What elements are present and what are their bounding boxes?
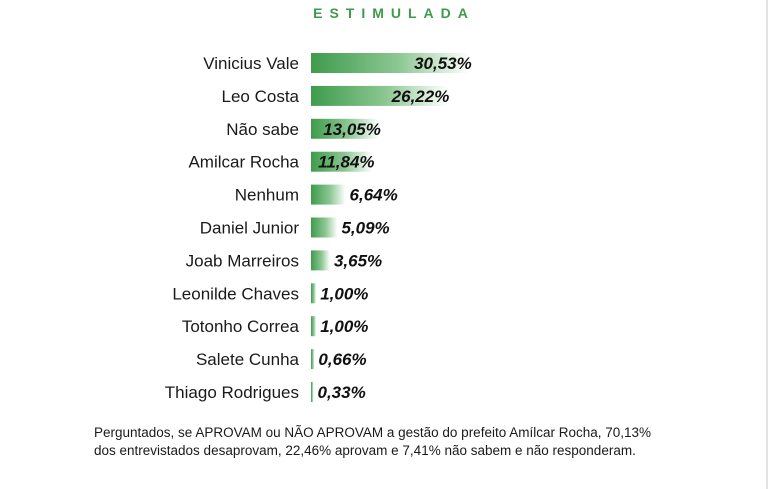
value-label: 13,05%: [323, 120, 381, 139]
category-label: Leo Costa: [222, 87, 300, 106]
category-label: Não sabe: [226, 120, 299, 139]
bar: [311, 217, 338, 238]
category-label: Leonilde Chaves: [172, 284, 299, 303]
category-label: Totonho Correa: [182, 317, 300, 336]
bar: [311, 184, 346, 205]
value-label: 0,33%: [318, 383, 366, 402]
value-label: 26,22%: [391, 87, 450, 106]
value-label: 3,65%: [334, 251, 382, 270]
value-label: 1,00%: [320, 317, 368, 336]
bar: [311, 382, 314, 402]
category-label: Thiago Rodrigues: [165, 383, 299, 402]
chart-title: ESTIMULADA: [313, 5, 475, 21]
bar: [311, 283, 317, 304]
value-label: 5,09%: [341, 219, 389, 238]
value-label: 30,53%: [414, 54, 472, 73]
category-label: Vinicius Vale: [203, 54, 299, 73]
bar: [311, 250, 330, 271]
bar: [311, 316, 317, 337]
value-label: 11,84%: [318, 153, 374, 172]
bar: [311, 118, 379, 139]
category-label: Joab Marreiros: [186, 251, 299, 270]
bar-chart: Vinicius Vale 30,53% Leo Costa 26,22% Não sa…: [165, 53, 472, 402]
bar: [311, 85, 448, 106]
category-label: Daniel Junior: [200, 219, 300, 238]
footnote: Perguntados, se APROVAM ou NÃO APROVAM a…: [94, 425, 652, 458]
bar: [311, 349, 315, 370]
page-edge: [766, 0, 768, 489]
category-label: Salete Cunha: [196, 350, 300, 369]
value-label: 6,64%: [350, 186, 398, 205]
bar: [311, 53, 470, 73]
bar: [311, 151, 373, 172]
value-label: 0,66%: [318, 350, 366, 369]
value-label: 1,00%: [320, 284, 368, 303]
category-label: Nenhum: [235, 186, 299, 205]
category-label: Amilcar Rocha: [188, 153, 299, 172]
